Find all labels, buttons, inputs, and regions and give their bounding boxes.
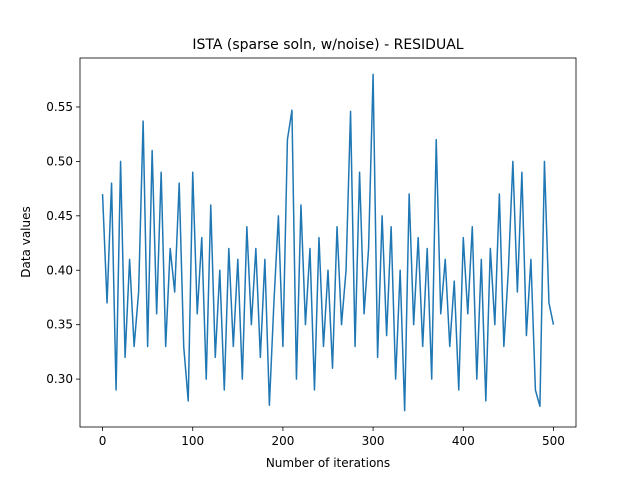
x-tick-label: 400 bbox=[452, 434, 475, 448]
y-tick-label: 0.50 bbox=[46, 154, 73, 168]
x-tick-label: 0 bbox=[99, 434, 107, 448]
y-tick-label: 0.35 bbox=[46, 318, 73, 332]
x-axis-label: Number of iterations bbox=[266, 456, 390, 470]
x-tick-label: 100 bbox=[181, 434, 204, 448]
y-tick-label: 0.30 bbox=[46, 372, 73, 386]
data-line bbox=[101, 73, 555, 412]
y-tick-label: 0.45 bbox=[46, 209, 73, 223]
x-tick-label: 500 bbox=[542, 434, 565, 448]
y-tick-label: 0.55 bbox=[46, 100, 73, 114]
x-tick-label: 300 bbox=[362, 434, 385, 448]
x-tick-label: 200 bbox=[271, 434, 294, 448]
y-axis-label: Data values bbox=[19, 206, 33, 278]
y-tick-label: 0.40 bbox=[46, 263, 73, 277]
axes-frame bbox=[79, 57, 577, 428]
chart-title: ISTA (sparse soln, w/noise) - RESIDUAL bbox=[192, 37, 463, 53]
